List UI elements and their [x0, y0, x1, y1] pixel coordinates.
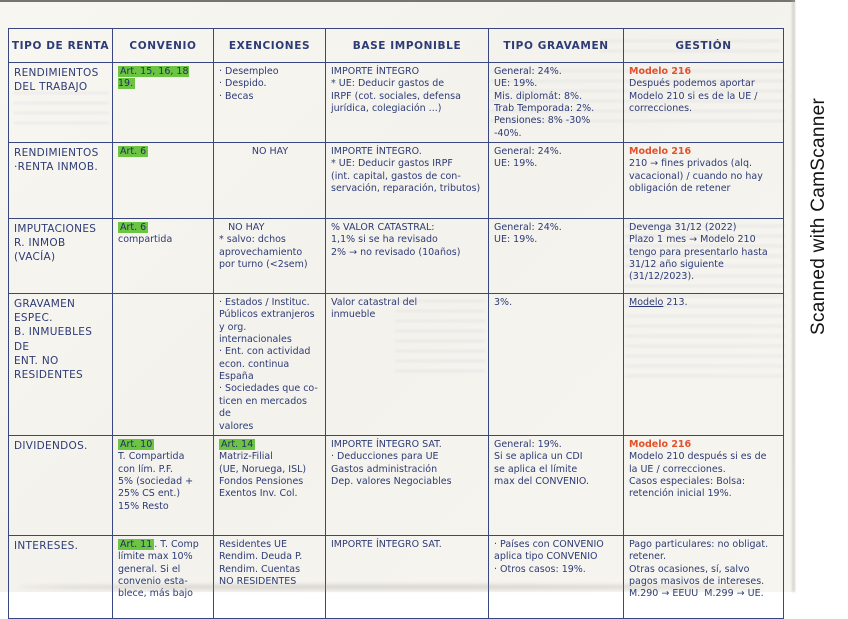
handwritten-text: Matriz-Filial (UE, Noruega, ISL) Fondos …: [219, 451, 307, 500]
table-cell: Modelo 213.: [623, 293, 784, 436]
handwritten-text: IMPORTE ÍNTEGRO * UE: Deducir gastos de …: [331, 66, 461, 115]
table-cell: Art. 10 T. Compartida con lím. P.F. 5% (…: [112, 434, 214, 536]
table-cell: Devenga 31/12 (2022) Plazo 1 mes → Model…: [623, 218, 784, 295]
handwritten-text: Después podemos aportar Modelo 210 si es…: [629, 78, 758, 115]
table-cell: NO HAY: [213, 142, 326, 220]
table-cell: DIVIDENDOS.: [8, 434, 113, 536]
highlighted-text: Art. 10: [118, 438, 155, 450]
handwritten-text: INTERESES.: [14, 539, 79, 552]
handwritten-text: NO HAY: [251, 146, 289, 158]
handwritten-text: Devenga 31/12 (2022) Plazo 1 mes → Model…: [629, 222, 768, 283]
handwritten-text: General: 19%. Si se aplica un CDI se apl…: [494, 438, 589, 487]
table-cell: General: 24%. UE: 19%. Mis. diplomát: 8%…: [488, 61, 624, 144]
table-cell: GRAVAMEN ESPEC. B. INMUEBLES DE ENT. NO …: [8, 293, 113, 436]
table-cell: · Países con CONVENIO aplica tipo CONVEN…: [488, 534, 624, 619]
table-cell: · Estados / Instituc. Públicos extranjer…: [213, 293, 326, 436]
handwritten-text: General: 24%. UE: 19%.: [494, 146, 562, 170]
table-cell: INTERESES.: [8, 534, 113, 619]
highlighted-text: Art. 6: [118, 222, 149, 234]
handwritten-text: · Desempleo · Despido. · Becas: [219, 66, 279, 102]
handwritten-text: Modelo: [629, 297, 664, 309]
red-ink-text: Modelo 216: [629, 66, 692, 77]
table-cell: NO HAY * salvo: dchos aprovechamiento po…: [213, 218, 326, 295]
table-header-row: TIPO DE RENTA CONVENIO EXENCIONES BASE IMPO…: [8, 28, 784, 63]
table-cell: IMPORTE ÍNTEGRO. * UE: Deducir gastos IR…: [325, 142, 489, 220]
handwritten-text: · Países con CONVENIO aplica tipo CONVEN…: [494, 538, 604, 575]
table-cell: Art. 6 compartida: [112, 218, 214, 295]
handwritten-text: 213.: [663, 297, 688, 309]
handwritten-text: IMPUTACIONES R. INMOB (VACÍA): [14, 223, 97, 264]
red-ink-text: Modelo 216: [629, 438, 692, 450]
tax-notes-table: TIPO DE RENTA CONVENIO EXENCIONES BASE IMPO…: [8, 28, 784, 619]
highlighted-text: Art. 15, 16, 18 19.: [118, 66, 189, 90]
table-cell: IMPORTE ÍNTEGRO SAT.: [325, 534, 489, 619]
table-cell: Art. 11. T. Comp límite max 10% general.…: [112, 534, 214, 619]
scan-edge-right: [792, 0, 795, 592]
scan-edge-top: [0, 0, 795, 2]
table-cell: Art. 14 Matriz-Filial (UE, Noruega, ISL)…: [213, 434, 326, 536]
handwritten-text: 3%.: [494, 297, 513, 309]
handwritten-text: NO HAY * salvo: dchos aprovechamiento po…: [219, 222, 308, 271]
handwritten-text: RENDIMIENTOS ·RENTA INMOB.: [14, 147, 99, 174]
handwritten-text: Pago particulares: no obligat. retener. …: [629, 538, 769, 600]
table-cell: General: 24%. UE: 19%.: [488, 218, 624, 295]
table-row-rendimientos-renta-inmob: RENDIMIENTOS ·RENTA INMOB. Art. 6 NO HAY IM…: [8, 142, 784, 220]
handwritten-text: RENDIMIENTOS DEL TRABAJO: [14, 67, 99, 94]
table-cell: Pago particulares: no obligat. retener. …: [623, 534, 784, 619]
column-header: TIPO GRAVAMEN: [488, 28, 624, 63]
handwritten-text: Modelo 210 después si es de la UE / corr…: [629, 451, 767, 500]
table-cell: · Desempleo · Despido. · Becas: [213, 61, 326, 144]
handwritten-text: T. Compartida con lím. P.F. 5% (sociedad…: [118, 451, 194, 512]
table-cell: Modelo 216 Modelo 210 después si es de l…: [623, 434, 784, 536]
column-header: TIPO DE RENTA: [8, 28, 113, 63]
table-cell: Art. 6: [112, 142, 214, 220]
handwritten-text: compartida: [118, 234, 173, 246]
column-header: GESTIÓN: [623, 28, 784, 63]
table-row-intereses: INTERESES. Art. 11. T. Comp límite max 10…: [8, 534, 784, 619]
column-header: CONVENIO: [112, 28, 214, 63]
scanned-paper: TIPO DE RENTA CONVENIO EXENCIONES BASE IMPO…: [0, 0, 795, 619]
handwritten-text: 210 → fines privados (alq. vacacional) /…: [629, 158, 763, 195]
table-cell: Modelo 216 210 → fines privados (alq. va…: [623, 142, 784, 220]
red-ink-text: Modelo 216: [629, 146, 692, 158]
highlighted-text: Art. 6: [118, 146, 149, 158]
table-cell: RENDIMIENTOS DEL TRABAJO: [8, 61, 113, 144]
column-header: EXENCIONES: [213, 28, 326, 63]
table-cell: Valor catastral del inmueble: [325, 293, 489, 436]
handwritten-text: DIVIDENDOS.: [14, 439, 88, 452]
table-row-rendimientos-del-trabajo: RENDIMIENTOS DEL TRABAJO Art. 15, 16, 18 …: [8, 61, 784, 144]
table-cell: [112, 293, 214, 436]
handwritten-text: . T. Comp límite max 10% general. Si el …: [118, 538, 199, 600]
handwritten-text: IMPORTE ÍNTEGRO SAT. · Deducciones para …: [331, 438, 452, 487]
handwritten-text: · Estados / Instituc. Públicos extranjer…: [219, 297, 318, 432]
table-cell: Modelo 216 Después podemos aportar Model…: [623, 61, 784, 144]
table-row-dividendos: DIVIDENDOS. Art. 10 T. Compartida con lím…: [8, 434, 784, 536]
handwritten-text: GRAVAMEN ESPEC. B. INMUEBLES DE ENT. NO …: [14, 298, 93, 381]
table-cell: % VALOR CATASTRAL: 1,1% si se ha revisad…: [325, 218, 489, 295]
table-cell: IMPORTE ÍNTEGRO SAT. · Deducciones para …: [325, 434, 489, 536]
table-cell: General: 24%. UE: 19%.: [488, 142, 624, 220]
camscanner-watermark: Scanned with CamScanner: [808, 97, 829, 335]
handwritten-text: General: 24%. UE: 19%.: [494, 222, 562, 246]
handwritten-text: Valor catastral del inmueble: [331, 297, 418, 321]
column-header: BASE IMPONIBLE: [325, 28, 489, 63]
handwritten-text: Residentes UE Rendim. Deuda P. Rendim. C…: [219, 538, 303, 587]
handwritten-text: General: 24%. UE: 19%. Mis. diplomát: 8%…: [494, 66, 595, 139]
handwritten-text: IMPORTE ÍNTEGRO SAT.: [331, 538, 442, 550]
handwritten-text: % VALOR CATASTRAL: 1,1% si se ha revisad…: [331, 222, 461, 258]
table-cell: General: 19%. Si se aplica un CDI se apl…: [488, 434, 624, 536]
highlighted-text: Art. 14: [219, 438, 256, 450]
table-row-imputaciones-r-inmob: IMPUTACIONES R. INMOB (VACÍA) Art. 6 comp…: [8, 218, 784, 295]
table-row-gravamen-especial-bienes-inmuebles: GRAVAMEN ESPEC. B. INMUEBLES DE ENT. NO …: [8, 293, 784, 436]
table-cell: IMPORTE ÍNTEGRO * UE: Deducir gastos de …: [325, 61, 489, 144]
table-cell: RENDIMIENTOS ·RENTA INMOB.: [8, 142, 113, 220]
table-cell: 3%.: [488, 293, 624, 436]
handwritten-text: IMPORTE ÍNTEGRO. * UE: Deducir gastos IR…: [331, 146, 481, 195]
highlighted-text: Art. 11: [118, 538, 155, 550]
table-cell: Residentes UE Rendim. Deuda P. Rendim. C…: [213, 534, 326, 619]
table-cell: IMPUTACIONES R. INMOB (VACÍA): [8, 218, 113, 295]
scan-shadow-bottom: [18, 585, 763, 589]
table-cell: Art. 15, 16, 18 19.: [112, 61, 214, 144]
